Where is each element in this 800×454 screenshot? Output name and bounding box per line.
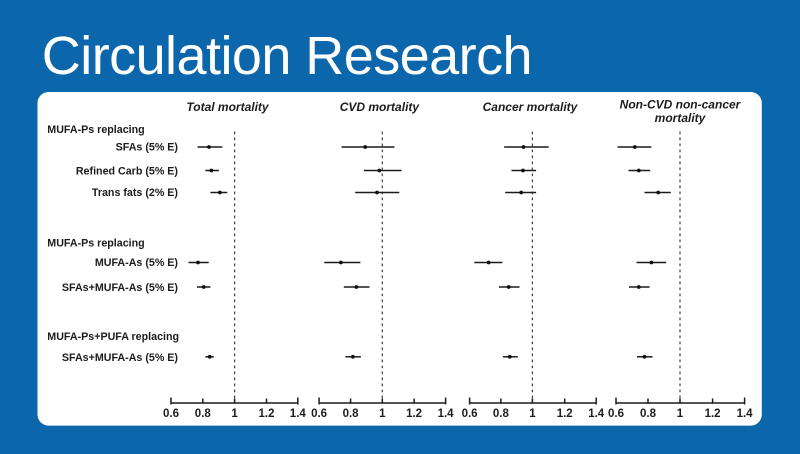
svg-text:1.4: 1.4 <box>588 408 605 420</box>
svg-text:0.6: 0.6 <box>462 408 478 420</box>
svg-text:Trans fats (2% E): Trans fats (2% E) <box>92 187 179 199</box>
svg-text:1.2: 1.2 <box>705 408 721 420</box>
svg-text:MUFA-As (5% E): MUFA-As (5% E) <box>95 257 179 269</box>
svg-text:1: 1 <box>677 408 684 420</box>
svg-text:1.2: 1.2 <box>557 408 573 420</box>
svg-text:Circulation Research: Circulation Research <box>42 26 532 86</box>
svg-text:1: 1 <box>231 408 238 420</box>
svg-text:0.8: 0.8 <box>640 408 657 420</box>
svg-text:SFAs (5% E): SFAs (5% E) <box>116 141 179 153</box>
svg-text:1.4: 1.4 <box>737 408 754 420</box>
svg-text:0.6: 0.6 <box>608 408 624 420</box>
svg-text:0.8: 0.8 <box>493 408 510 420</box>
svg-text:1: 1 <box>529 408 536 420</box>
svg-text:MUFA-Ps+PUFA replacing: MUFA-Ps+PUFA replacing <box>47 331 179 343</box>
svg-text:1.4: 1.4 <box>290 408 307 420</box>
svg-text:MUFA-Ps replacing: MUFA-Ps replacing <box>47 124 144 136</box>
svg-text:1.2: 1.2 <box>259 408 275 420</box>
svg-text:1.4: 1.4 <box>438 408 455 420</box>
svg-text:Total mortality: Total mortality <box>186 100 270 114</box>
svg-text:0.8: 0.8 <box>343 408 360 420</box>
svg-text:CVD mortality: CVD mortality <box>340 100 421 114</box>
svg-text:1: 1 <box>379 408 386 420</box>
svg-text:1.2: 1.2 <box>406 408 422 420</box>
svg-text:0.6: 0.6 <box>163 408 179 420</box>
svg-text:Non-CVD non-cancer: Non-CVD non-cancer <box>620 98 742 112</box>
svg-text:SFAs+MUFA-As (5% E): SFAs+MUFA-As (5% E) <box>62 352 179 364</box>
svg-text:SFAs+MUFA-As (5% E): SFAs+MUFA-As (5% E) <box>62 282 179 294</box>
svg-text:0.6: 0.6 <box>311 408 327 420</box>
svg-text:Refined Carb (5% E): Refined Carb (5% E) <box>76 165 179 177</box>
svg-text:mortality: mortality <box>655 111 707 125</box>
svg-text:0.8: 0.8 <box>195 408 212 420</box>
svg-text:Cancer mortality: Cancer mortality <box>483 100 579 114</box>
svg-text:MUFA-Ps replacing: MUFA-Ps replacing <box>47 237 144 249</box>
